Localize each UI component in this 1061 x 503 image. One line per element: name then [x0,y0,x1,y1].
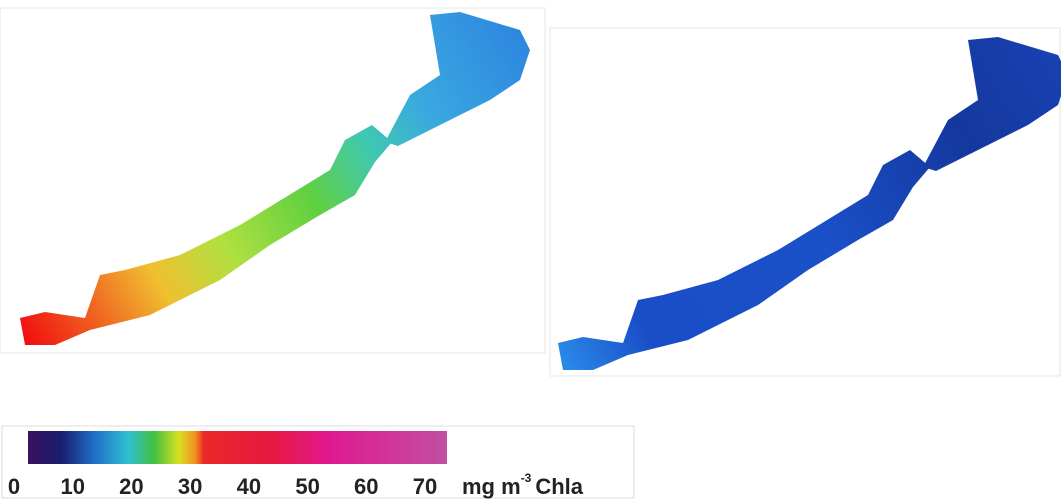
tick-label: 20 [119,474,143,499]
tick-label: 60 [354,474,378,499]
tick-label: 70 [413,474,437,499]
unit: mg m [462,474,521,499]
unit-label: mg m-3 Chla [462,471,584,499]
colorbar-ticks: 0 10 20 30 40 50 60 70 [8,474,437,499]
variable: Chla [535,474,583,499]
colorbar [28,431,447,464]
tick-label: 40 [237,474,261,499]
tick-label: 0 [8,474,20,499]
tick-label: 30 [178,474,202,499]
unit-exponent: -3 [521,471,532,485]
tick-label: 50 [295,474,319,499]
tick-label: 10 [60,474,84,499]
